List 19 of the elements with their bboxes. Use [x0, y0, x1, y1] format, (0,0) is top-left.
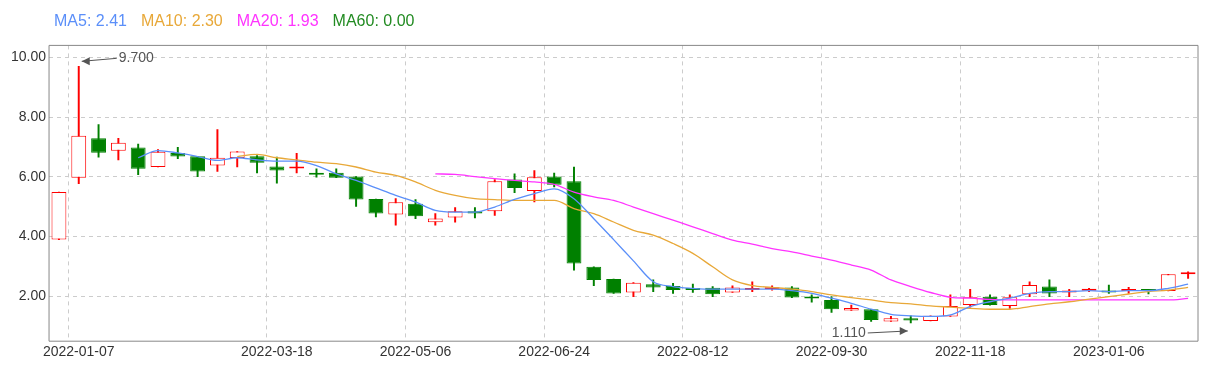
legend-label: MA60: 0.00	[332, 12, 415, 30]
text: MA20: 1.93	[236, 12, 319, 30]
x-tick-label: 2022-05-06	[379, 343, 452, 360]
text: MA5: 2.41	[54, 12, 127, 30]
x-tick-label: 2022-06-24	[518, 343, 591, 360]
x-tick-label: 2022-08-12	[657, 343, 729, 360]
y-tick-label: 6.00	[18, 167, 47, 184]
y-tick-label: 2.00	[18, 287, 47, 304]
x-tick-label: 2022-03-18	[241, 343, 313, 360]
x-tick-label: 2022-11-18	[934, 343, 1006, 360]
y-tick-label: 8.00	[18, 107, 47, 124]
x-tick-label: 2022-01-07	[42, 343, 115, 360]
annotation: 1.110	[831, 323, 866, 340]
annotation: 9.700	[118, 49, 154, 66]
y-tick-label: 10.00	[10, 48, 47, 65]
x-tick-label: 2022-09-30	[795, 343, 868, 360]
y-tick-label: 4.00	[18, 227, 47, 244]
text: MA10: 2.30	[140, 12, 223, 30]
x-tick-label: 2023-01-06	[1073, 343, 1145, 360]
